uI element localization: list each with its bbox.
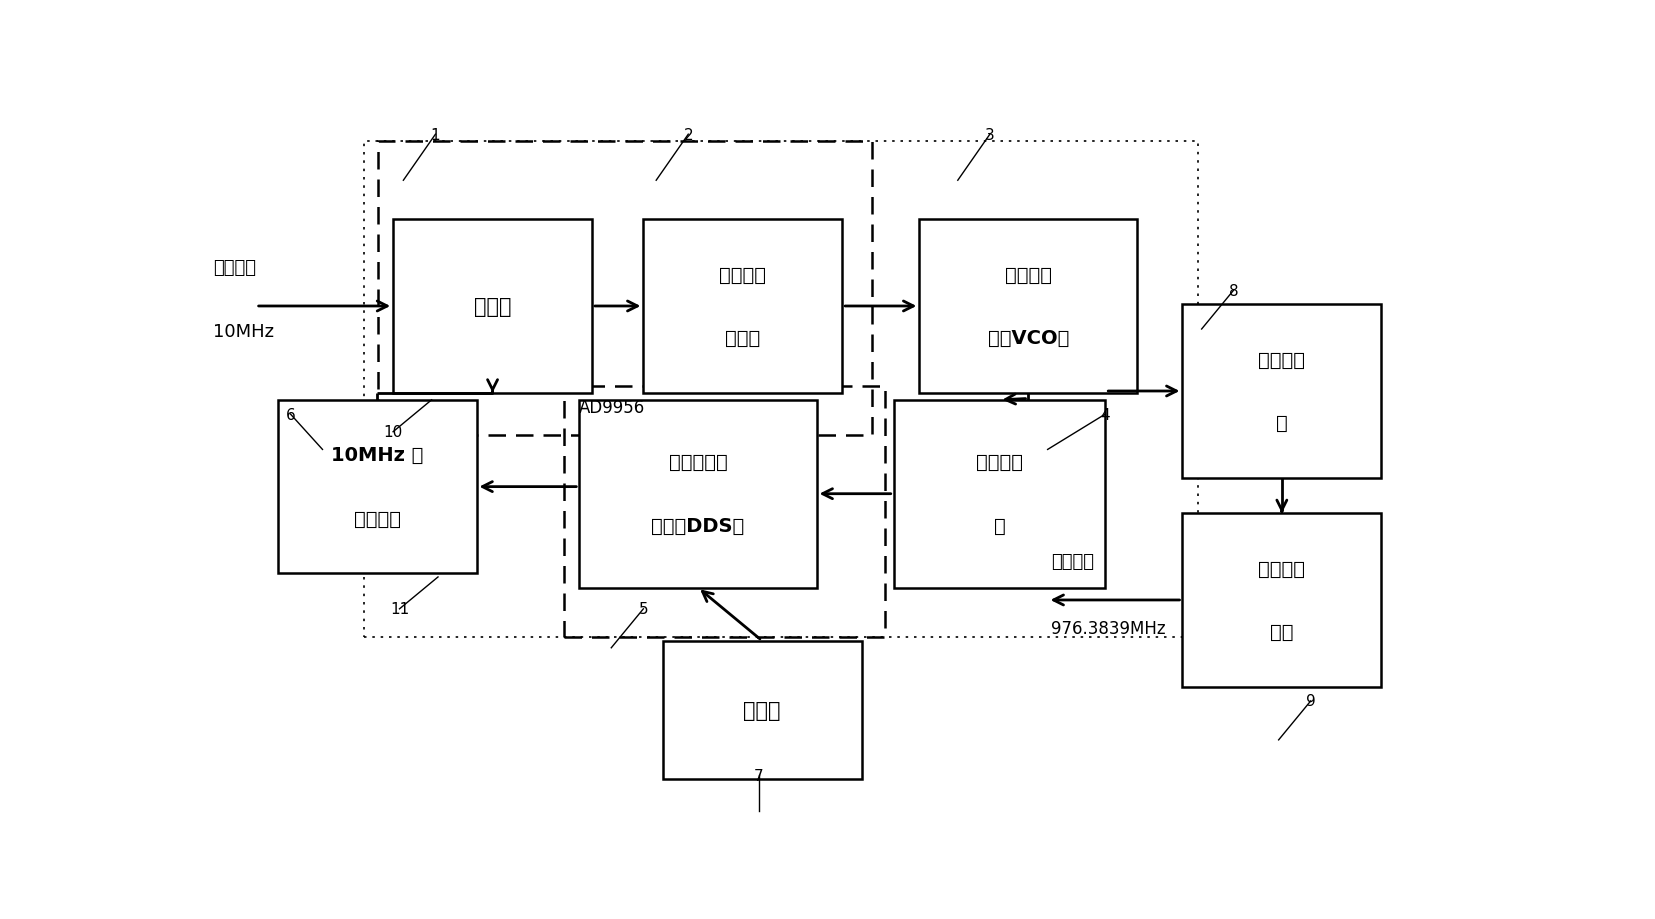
Text: 6: 6 [285,407,295,422]
Text: 5: 5 [639,602,647,617]
Text: 10MHz: 10MHz [213,323,275,340]
Text: 微波功分: 微波功分 [975,453,1023,471]
Text: 滤波器: 滤波器 [725,329,760,348]
Text: 7: 7 [753,768,763,783]
Text: 合器（DDS）: 合器（DDS） [650,516,745,536]
Text: 器（VCO）: 器（VCO） [986,329,1069,348]
Text: 8: 8 [1228,283,1238,299]
Bar [1182,514,1380,687]
Text: AD9956: AD9956 [579,399,645,417]
Text: 10MHz 低: 10MHz 低 [331,446,424,465]
Text: 2: 2 [684,128,693,142]
Text: 3: 3 [985,128,995,142]
Text: 微波放大: 微波放大 [1258,350,1304,369]
Bar [919,220,1137,393]
Text: 9: 9 [1306,694,1314,709]
Bar [1182,305,1380,478]
Bar [364,142,1197,638]
Text: 环路低通: 环路低通 [718,266,766,284]
Bar [278,401,477,573]
Text: 鉴相器: 鉴相器 [473,297,511,317]
Text: 电路: 电路 [1269,623,1293,641]
Text: 单片机: 单片机 [743,700,781,720]
Text: 4: 4 [1101,407,1109,422]
Text: 器: 器 [993,516,1005,536]
Text: 10: 10 [384,425,402,440]
Bar [563,386,884,638]
Text: 数字频率综: 数字频率综 [669,453,727,471]
Bar [644,220,842,393]
Text: 器: 器 [1276,414,1288,433]
Text: 阶跃匹配: 阶跃匹配 [1258,559,1304,578]
Bar [392,220,592,393]
Text: 11: 11 [389,602,409,617]
Text: 976.3839MHz: 976.3839MHz [1051,619,1165,638]
Bar [579,401,816,588]
Bar [894,401,1106,588]
Text: 通滤波器: 通滤波器 [353,509,401,528]
Bar [377,142,871,436]
Text: 输入信号: 输入信号 [213,259,257,277]
Text: 压控振荡: 压控振荡 [1005,266,1051,284]
Text: 输出信号: 输出信号 [1051,552,1094,571]
Text: 1: 1 [430,128,440,142]
Bar [662,641,861,779]
